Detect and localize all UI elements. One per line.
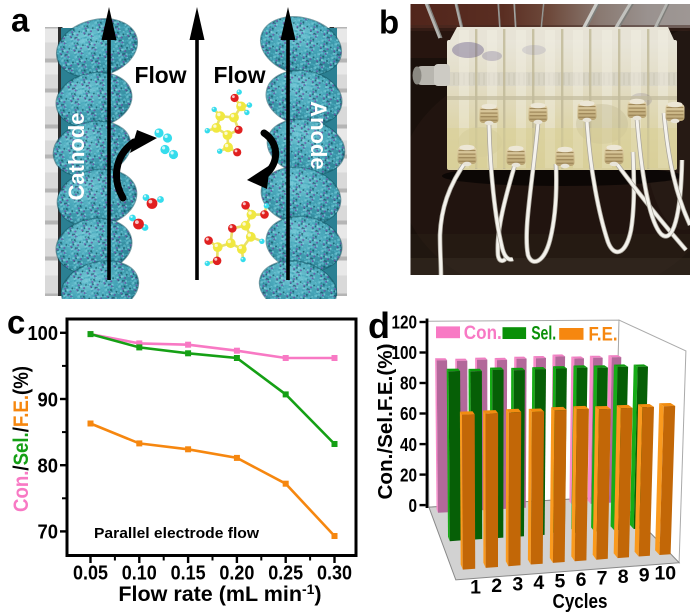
- svg-text:a: a: [11, 2, 30, 39]
- svg-text:60: 60: [400, 403, 417, 424]
- svg-text:d: d: [368, 305, 390, 346]
- svg-text:8: 8: [618, 566, 629, 588]
- svg-text:4: 4: [533, 572, 544, 594]
- svg-text:0.15: 0.15: [171, 562, 206, 585]
- svg-text:2: 2: [491, 575, 502, 597]
- svg-text:9: 9: [639, 564, 650, 586]
- svg-text:F.E.: F.E.: [589, 324, 618, 345]
- svg-text:Flow rate (mL min-1): Flow rate (mL min-1): [118, 581, 321, 606]
- svg-text:100: 100: [28, 322, 59, 345]
- svg-text:Sel.: Sel.: [531, 324, 556, 345]
- svg-text:1: 1: [470, 577, 481, 599]
- svg-text:80: 80: [400, 373, 417, 394]
- svg-text:Cycles: Cycles: [553, 591, 608, 613]
- svg-text:Con.: Con.: [464, 323, 502, 344]
- svg-text:40: 40: [400, 434, 417, 455]
- svg-text:5: 5: [554, 570, 565, 592]
- svg-text:0.10: 0.10: [122, 562, 157, 585]
- svg-text:90: 90: [38, 388, 59, 411]
- svg-text:Con./Sel./F.E.(%): Con./Sel./F.E.(%): [10, 366, 33, 512]
- svg-text:Parallel electrode flow: Parallel electrode flow: [94, 525, 259, 542]
- svg-text:20: 20: [400, 464, 417, 485]
- svg-text:Con./Sel.F.E.(%): Con./Sel.F.E.(%): [374, 344, 397, 500]
- svg-text:Anode: Anode: [306, 101, 331, 169]
- svg-text:6: 6: [576, 569, 587, 591]
- svg-text:Flow: Flow: [135, 62, 187, 88]
- svg-text:0.25: 0.25: [268, 562, 303, 585]
- svg-text:100: 100: [392, 342, 418, 363]
- svg-text:Cathode: Cathode: [64, 113, 89, 201]
- svg-text:0.30: 0.30: [317, 562, 352, 585]
- svg-text:70: 70: [38, 521, 59, 544]
- svg-text:7: 7: [597, 567, 608, 589]
- svg-text:0: 0: [409, 495, 418, 516]
- svg-text:10: 10: [654, 563, 676, 585]
- svg-text:3: 3: [512, 574, 523, 596]
- svg-text:80: 80: [38, 455, 59, 478]
- svg-text:120: 120: [392, 312, 418, 333]
- svg-text:0.05: 0.05: [73, 562, 108, 585]
- svg-text:0.20: 0.20: [219, 562, 254, 585]
- svg-text:Flow: Flow: [214, 62, 266, 88]
- svg-text:b: b: [379, 4, 399, 41]
- svg-text:c: c: [7, 304, 25, 341]
